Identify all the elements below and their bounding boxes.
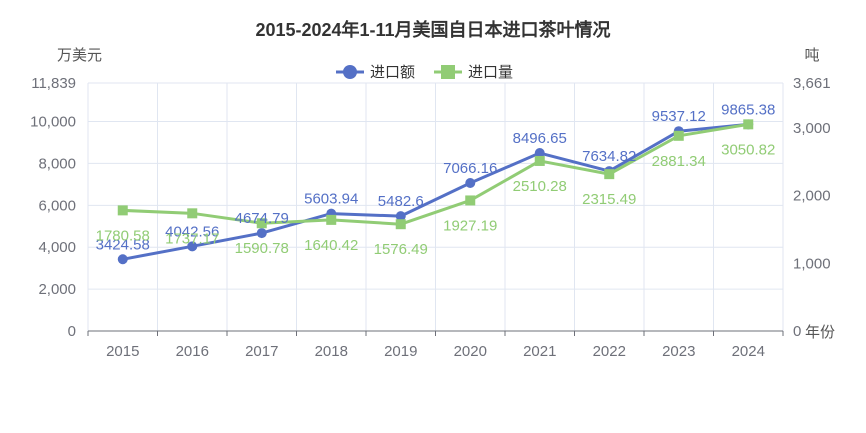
chart-title: 2015-2024年1-11月美国自日本进口茶叶情况 <box>255 19 610 40</box>
data-label: 1576.49 <box>374 241 428 258</box>
data-labels: 3424.58 4042.56 4674.79 5603.94 5482.6 7066.1… <box>96 101 776 258</box>
data-point <box>465 195 476 206</box>
data-point <box>187 241 198 252</box>
y-left-tick-label: 2,000 <box>38 281 76 298</box>
data-point <box>465 177 476 188</box>
data-point <box>395 211 406 222</box>
data-label: 1640.42 <box>304 237 358 254</box>
data-label: 7066.16 <box>443 160 497 177</box>
data-label: 8496.65 <box>513 130 567 147</box>
y-left-tick-label: 8,000 <box>38 155 76 172</box>
y-left-tick-label: 6,000 <box>38 197 76 214</box>
y-left-tick-label: 11,839 <box>31 75 76 92</box>
data-label: 5482.6 <box>378 193 424 210</box>
x-tick-label: 2022 <box>593 343 626 360</box>
x-tick-label: 2016 <box>176 343 209 360</box>
data-point <box>117 254 128 265</box>
y-right-axis-name: 吨 <box>804 47 819 64</box>
data-point <box>395 219 406 230</box>
data-label: 2881.34 <box>652 153 706 170</box>
legend-label: 进口量 <box>468 64 513 81</box>
legend-label: 进口额 <box>370 64 415 81</box>
x-tick-label: 2021 <box>523 343 556 360</box>
axes: 0 2,000 4,000 6,000 8,000 10,000 11,839 1,000 2,… <box>30 75 830 360</box>
x-tick-label: 2024 <box>732 343 765 360</box>
y-right-tick-label: 3,000 <box>793 120 831 137</box>
data-point <box>256 218 267 229</box>
y-left-axis-name: 万美元 <box>57 47 102 64</box>
data-point <box>187 208 198 219</box>
grid <box>87 82 784 331</box>
data-point <box>604 169 615 180</box>
data-point <box>743 119 754 130</box>
data-label: 3050.82 <box>721 141 775 158</box>
x-tick-label: 2017 <box>245 343 278 360</box>
legend[interactable]: 进口额 进口量 <box>336 64 513 81</box>
x-tick-label: 2019 <box>384 343 417 360</box>
data-point <box>117 205 128 216</box>
data-label: 3424.58 <box>96 236 150 253</box>
series-line-1 <box>122 122 749 261</box>
data-label: 1927.19 <box>443 217 497 234</box>
y-right-tick-label: 1,000 <box>793 255 831 272</box>
data-point <box>256 228 267 239</box>
data-point <box>534 155 545 166</box>
series-line-2 <box>122 122 749 226</box>
data-label: 7634.82 <box>582 148 636 165</box>
y-left-tick-label: 4,000 <box>38 239 76 256</box>
y-right-tick-label: 2,000 <box>793 188 831 205</box>
data-label: 2315.49 <box>582 191 636 208</box>
data-label: 9537.12 <box>652 108 706 125</box>
series-layer <box>117 119 754 265</box>
data-label: 1590.78 <box>235 240 289 257</box>
y-right-tick-label: 3,661 <box>793 75 831 92</box>
x-tick-label: 2015 <box>106 343 139 360</box>
data-label: 1737.17 <box>165 230 219 247</box>
data-point <box>326 214 337 225</box>
x-tick-label: 2020 <box>454 343 487 360</box>
data-point <box>534 148 545 159</box>
data-label: 1780.58 <box>96 227 150 244</box>
data-point <box>673 130 684 141</box>
legend-marker <box>343 65 357 79</box>
data-label: 2510.28 <box>513 178 567 195</box>
y-left-tick-label: 0 <box>68 323 76 340</box>
data-label: 5603.94 <box>304 191 358 208</box>
data-label: 4042.56 <box>165 223 219 240</box>
data-label: 9865.38 <box>721 101 775 118</box>
data-label: 4674.79 <box>235 210 289 227</box>
x-tick-label: 2018 <box>315 343 348 360</box>
x-tick-label: 2023 <box>662 343 695 360</box>
y-right-tick-label: 0 <box>793 323 801 340</box>
y-left-tick-label: 10,000 <box>30 114 76 131</box>
legend-marker <box>441 65 455 79</box>
x-axis-name: 年份 <box>805 324 835 341</box>
